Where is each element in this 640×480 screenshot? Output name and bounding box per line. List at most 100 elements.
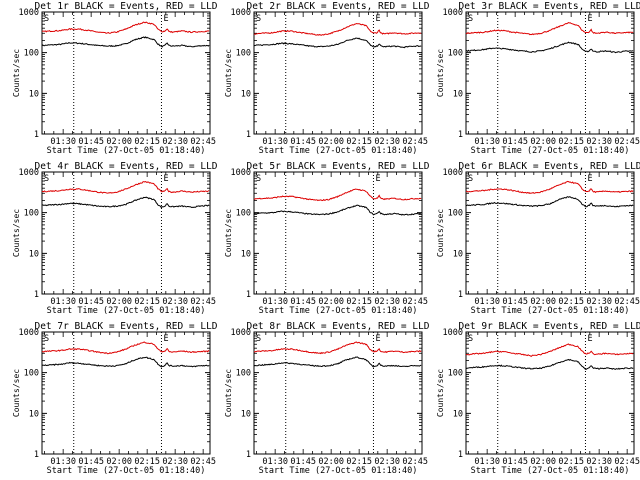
x-tick-label: 02:30 [374, 457, 400, 467]
x-tick-label: 02:15 [346, 137, 372, 147]
x-axis-label: Start Time (27-Oct-05 01:18:40) [259, 306, 418, 316]
x-axis-label: Start Time (27-Oct-05 01:18:40) [47, 146, 206, 156]
panel-5: Det 5r BLACK = Events, RED = LLD 1 10 100 10… [224, 161, 430, 316]
series-line-lld [42, 341, 210, 355]
x-tick-label: 02:30 [586, 297, 612, 307]
y-tick-label: 1 [246, 290, 251, 300]
y-tick-label: 1000 [19, 168, 39, 178]
y-tick-label: 1000 [443, 328, 463, 338]
end-marker: E [375, 334, 380, 344]
x-tick-label: 02:15 [346, 457, 372, 467]
start-marker: S [44, 14, 49, 24]
x-tick-label: 01:45 [78, 137, 104, 147]
x-tick-label: 02:00 [530, 297, 556, 307]
x-tick-label: 02:30 [374, 137, 400, 147]
end-marker: E [587, 334, 592, 344]
series-line-lld [465, 22, 634, 36]
series-line-lld [465, 343, 634, 357]
x-tick-label: 02:15 [134, 297, 160, 307]
x-tick-label: 01:30 [50, 297, 76, 307]
series-line-lld [41, 181, 210, 194]
x-tick-label: 02:15 [558, 137, 584, 147]
x-axis-label: Start Time (27-Oct-05 01:18:40) [471, 306, 630, 316]
y-tick-label: 100 [236, 369, 251, 379]
y-tick-label: 100 [236, 209, 251, 219]
y-axis-label: Counts/sec [12, 209, 21, 257]
y-tick-label: 100 [24, 369, 39, 379]
x-tick-label: 02:30 [162, 297, 188, 307]
x-axis-label: Start Time (27-Oct-05 01:18:40) [471, 146, 630, 156]
end-marker: E [163, 174, 168, 184]
y-tick-label: 10 [241, 89, 251, 99]
series-line-lld [465, 180, 634, 194]
x-tick-label: 02:00 [530, 137, 556, 147]
y-tick-label: 100 [448, 49, 463, 59]
panel-title: Det 3r BLACK = Events, RED = LLD [458, 1, 640, 12]
y-axis-label: Counts/sec [224, 209, 233, 257]
panel-1: Det 1r BLACK = Events, RED = LLD 1 10 100 10… [12, 1, 218, 156]
start-marker: S [468, 14, 473, 24]
series-line-lld [253, 341, 422, 355]
series-line-lld [253, 22, 422, 36]
plot-frame [41, 11, 211, 135]
x-tick-label: 02:45 [190, 457, 216, 467]
panel-6: Det 6r BLACK = Events, RED = LLD 1 10 100 10… [436, 161, 640, 316]
y-tick-label: 10 [453, 249, 463, 259]
x-tick-label: 02:45 [190, 297, 216, 307]
y-tick-label: 100 [236, 49, 251, 59]
panel-title: Det 9r BLACK = Events, RED = LLD [458, 321, 640, 332]
panel-4: Det 4r BLACK = Events, RED = LLD 1 10 100 10… [12, 161, 218, 316]
x-tick-label: 02:45 [402, 457, 428, 467]
start-marker: S [44, 334, 49, 344]
start-marker: S [256, 174, 261, 184]
y-axis-label: Counts/sec [12, 369, 21, 417]
start-marker: S [256, 334, 261, 344]
y-tick-label: 1000 [19, 8, 39, 18]
y-axis-label: Counts/sec [12, 49, 21, 97]
series-line-events [254, 204, 422, 216]
y-tick-label: 100 [448, 369, 463, 379]
y-tick-label: 1 [34, 450, 39, 460]
x-tick-label: 02:30 [586, 457, 612, 467]
x-tick-label: 02:00 [530, 457, 556, 467]
end-marker: E [163, 14, 168, 24]
panel-title: Det 5r BLACK = Events, RED = LLD [246, 161, 429, 172]
y-tick-label: 1000 [443, 168, 463, 178]
series-line-events [41, 356, 210, 368]
y-tick-label: 10 [453, 409, 463, 419]
y-tick-label: 1 [34, 130, 39, 140]
start-marker: S [468, 174, 473, 184]
x-tick-label: 01:45 [290, 137, 316, 147]
panel-3: Det 3r BLACK = Events, RED = LLD 1 10 100 10… [436, 1, 640, 156]
x-tick-label: 01:30 [50, 457, 76, 467]
y-tick-label: 1 [246, 450, 251, 460]
panel-title: Det 4r BLACK = Events, RED = LLD [34, 161, 217, 172]
x-tick-label: 02:30 [162, 457, 188, 467]
series-line-events [465, 41, 634, 54]
x-tick-label: 01:30 [474, 457, 500, 467]
y-tick-label: 10 [241, 249, 251, 259]
x-tick-label: 01:45 [502, 137, 528, 147]
y-tick-label: 1000 [231, 328, 251, 338]
x-tick-label: 02:15 [134, 137, 160, 147]
x-tick-label: 02:00 [318, 297, 344, 307]
y-tick-label: 1000 [443, 8, 463, 18]
panel-7: Det 7r BLACK = Events, RED = LLD 1 10 100 10… [12, 321, 218, 476]
x-tick-label: 01:45 [78, 457, 104, 467]
plot-frame [253, 171, 423, 295]
series-line-events [465, 358, 634, 370]
x-tick-label: 02:00 [106, 457, 132, 467]
plot-frame [465, 11, 635, 135]
plot-frame [41, 331, 211, 455]
x-tick-label: 02:45 [190, 137, 216, 147]
x-axis-label: Start Time (27-Oct-05 01:18:40) [47, 306, 206, 316]
x-tick-label: 02:45 [614, 457, 640, 467]
y-tick-label: 10 [29, 249, 39, 259]
series-line-lld [41, 21, 210, 34]
end-marker: E [375, 174, 380, 184]
x-axis-label: Start Time (27-Oct-05 01:18:40) [259, 146, 418, 156]
y-tick-label: 100 [448, 209, 463, 219]
x-tick-label: 01:30 [262, 137, 288, 147]
end-marker: E [587, 174, 592, 184]
